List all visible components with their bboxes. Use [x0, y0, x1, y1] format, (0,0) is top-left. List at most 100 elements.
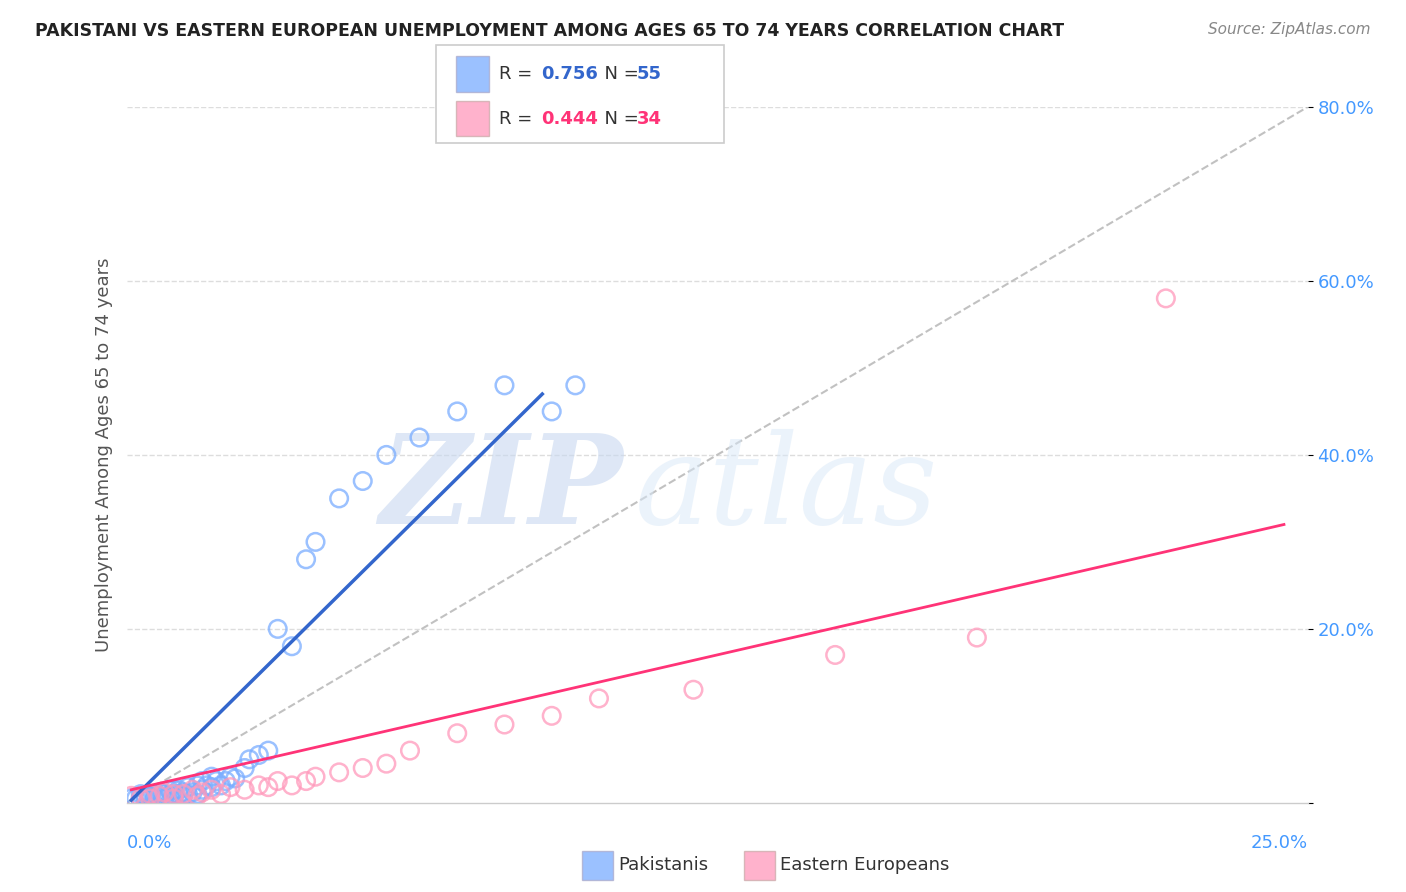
- Point: [191, 774, 214, 789]
- Point: [200, 782, 222, 797]
- Point: [224, 772, 246, 786]
- Text: 0.756: 0.756: [541, 65, 598, 83]
- Point: [446, 726, 468, 740]
- Point: [139, 789, 162, 803]
- Point: [238, 752, 260, 766]
- Point: [177, 780, 200, 794]
- Point: [328, 491, 350, 506]
- Point: [181, 785, 204, 799]
- Point: [172, 787, 194, 801]
- Text: N =: N =: [593, 65, 645, 83]
- Point: [139, 787, 162, 801]
- Point: [163, 787, 186, 801]
- Point: [163, 787, 186, 801]
- Point: [375, 756, 398, 771]
- Point: [163, 791, 186, 805]
- Point: [129, 787, 152, 801]
- Point: [295, 552, 318, 566]
- Point: [200, 770, 222, 784]
- Point: [163, 782, 186, 797]
- Point: [966, 631, 988, 645]
- Point: [824, 648, 846, 662]
- Point: [143, 791, 166, 805]
- Point: [219, 770, 242, 784]
- Point: [129, 791, 152, 805]
- Text: 0.444: 0.444: [541, 110, 598, 128]
- Point: [167, 787, 190, 801]
- Point: [172, 789, 194, 803]
- Point: [304, 534, 326, 549]
- Point: [153, 787, 176, 801]
- Point: [267, 622, 290, 636]
- Point: [157, 782, 180, 797]
- Point: [149, 789, 172, 803]
- Text: 55: 55: [637, 65, 662, 83]
- Point: [494, 717, 516, 731]
- Text: Eastern Europeans: Eastern Europeans: [780, 856, 949, 874]
- Point: [399, 744, 422, 758]
- Point: [120, 789, 142, 803]
- Point: [195, 778, 218, 792]
- Point: [352, 761, 374, 775]
- Point: [181, 782, 204, 797]
- Point: [1154, 291, 1177, 305]
- Point: [143, 787, 166, 801]
- Point: [186, 778, 208, 792]
- Point: [304, 770, 326, 784]
- Text: 34: 34: [637, 110, 662, 128]
- Point: [257, 744, 280, 758]
- Point: [295, 774, 318, 789]
- Point: [215, 774, 238, 789]
- Point: [375, 448, 398, 462]
- Point: [134, 789, 156, 803]
- Point: [163, 791, 186, 805]
- Point: [257, 780, 280, 794]
- Text: R =: R =: [499, 65, 538, 83]
- Point: [186, 789, 208, 803]
- Point: [153, 791, 176, 805]
- Point: [446, 404, 468, 418]
- Point: [352, 474, 374, 488]
- Point: [186, 787, 208, 801]
- Point: [134, 791, 156, 805]
- Point: [247, 778, 270, 792]
- Point: [120, 791, 142, 805]
- Point: [153, 785, 176, 799]
- Point: [139, 791, 162, 805]
- Point: [139, 787, 162, 801]
- Text: N =: N =: [593, 110, 645, 128]
- Point: [540, 708, 562, 723]
- Point: [191, 782, 214, 797]
- Point: [167, 782, 190, 797]
- Text: Source: ZipAtlas.com: Source: ZipAtlas.com: [1208, 22, 1371, 37]
- Point: [588, 691, 610, 706]
- Point: [205, 774, 228, 789]
- Text: 0.0%: 0.0%: [127, 834, 172, 852]
- Point: [149, 789, 172, 803]
- Point: [564, 378, 586, 392]
- Point: [191, 785, 214, 799]
- Point: [125, 791, 148, 805]
- Text: atlas: atlas: [634, 429, 938, 550]
- Point: [233, 782, 256, 797]
- Point: [233, 761, 256, 775]
- Point: [247, 747, 270, 762]
- Point: [328, 765, 350, 780]
- Point: [209, 787, 232, 801]
- Text: ZIP: ZIP: [378, 429, 623, 550]
- Text: 25.0%: 25.0%: [1250, 834, 1308, 852]
- Point: [494, 378, 516, 392]
- Text: Pakistanis: Pakistanis: [619, 856, 709, 874]
- Point: [209, 778, 232, 792]
- Point: [129, 791, 152, 805]
- Point: [267, 774, 290, 789]
- Point: [200, 780, 222, 794]
- Point: [408, 431, 430, 445]
- Text: PAKISTANI VS EASTERN EUROPEAN UNEMPLOYMENT AMONG AGES 65 TO 74 YEARS CORRELATION: PAKISTANI VS EASTERN EUROPEAN UNEMPLOYME…: [35, 22, 1064, 40]
- Point: [157, 789, 180, 803]
- Point: [281, 639, 304, 653]
- Point: [682, 682, 704, 697]
- Point: [540, 404, 562, 418]
- Y-axis label: Unemployment Among Ages 65 to 74 years: Unemployment Among Ages 65 to 74 years: [94, 258, 112, 652]
- Point: [139, 791, 162, 805]
